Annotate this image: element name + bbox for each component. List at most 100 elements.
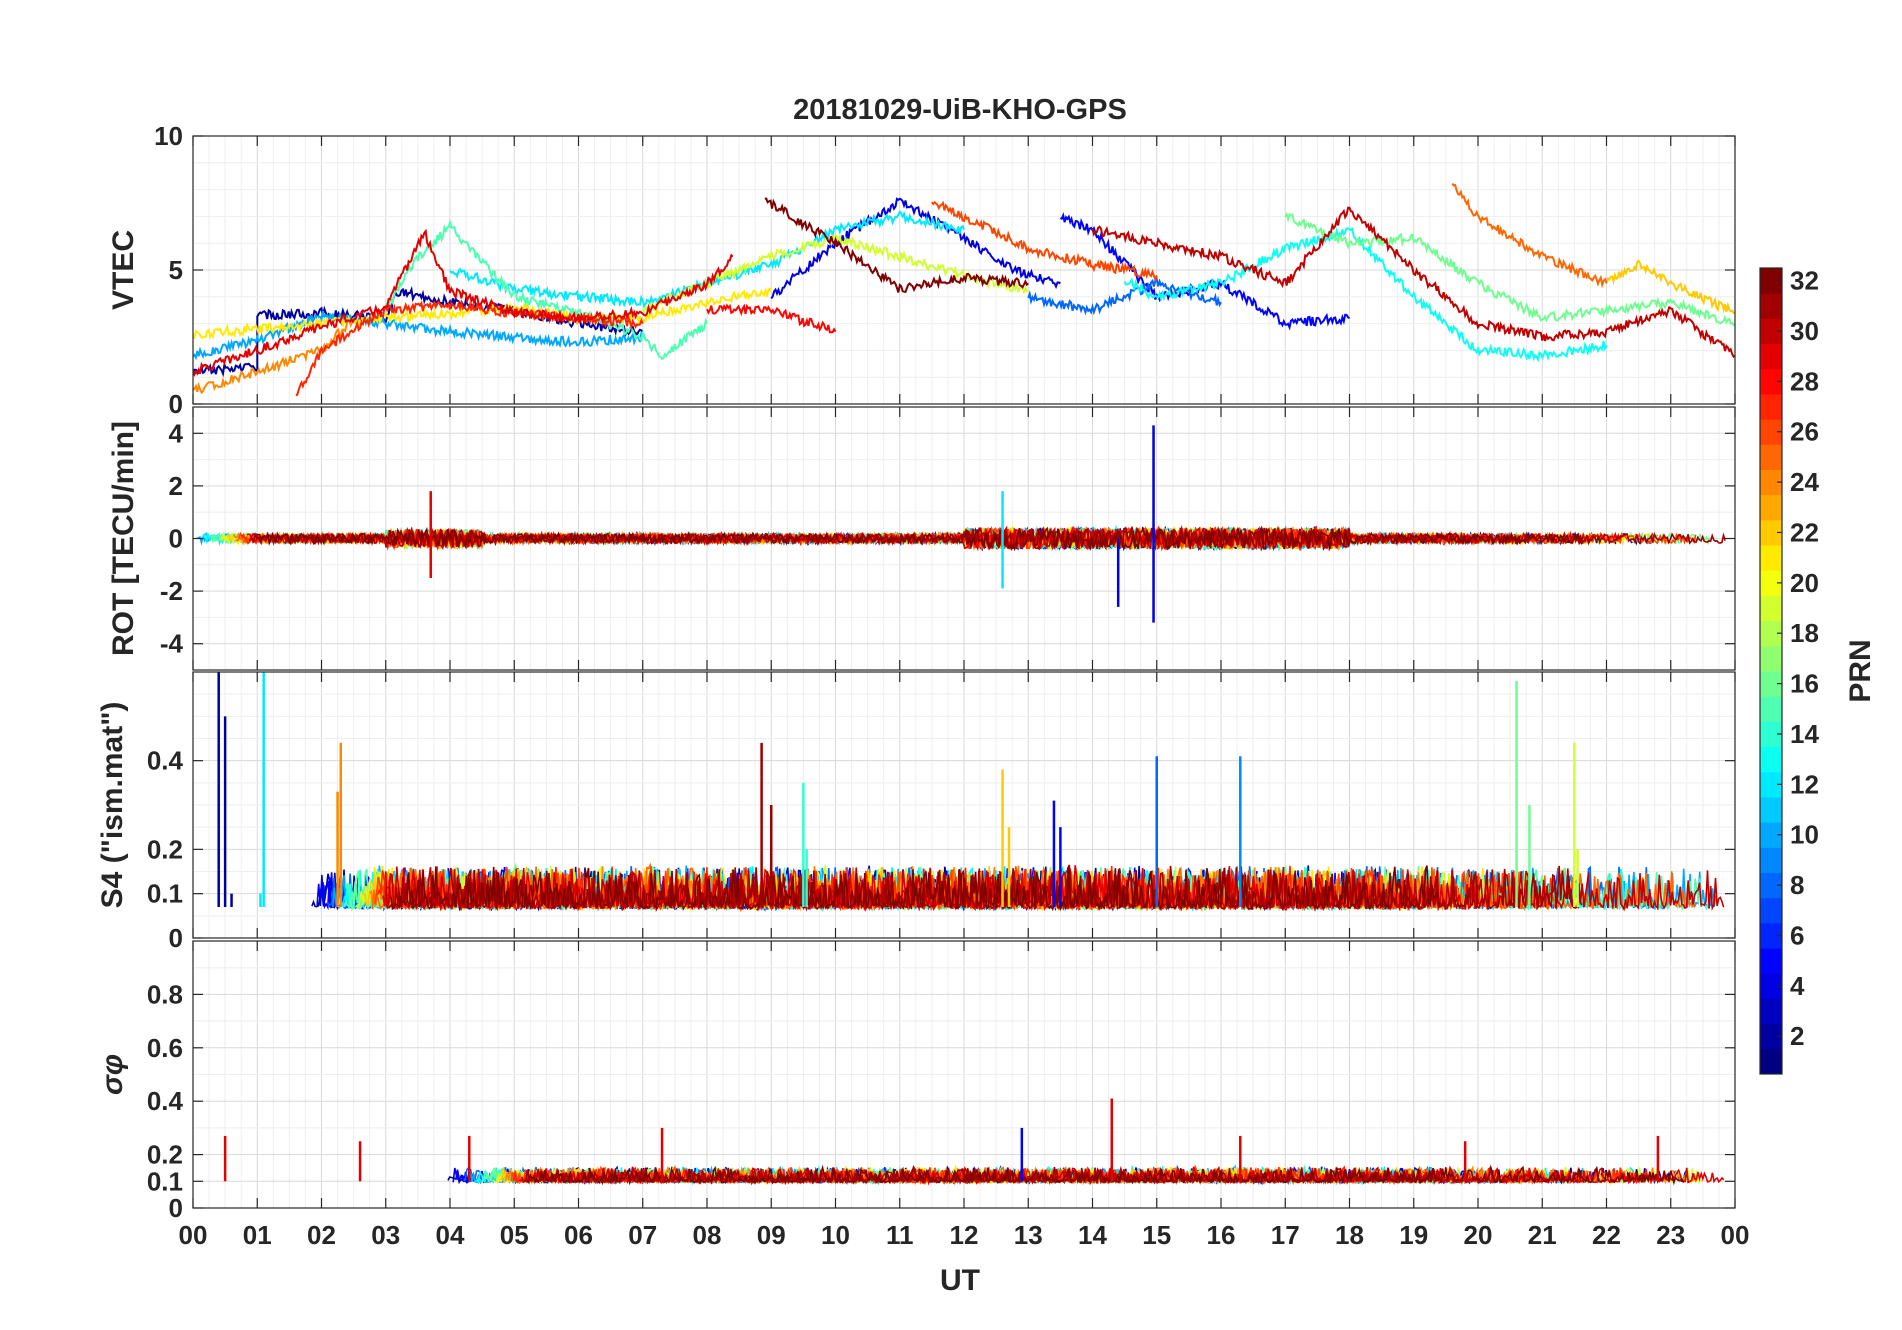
colorbar-tick-label: 22 — [1790, 517, 1819, 547]
panel-s4-series-group — [217, 672, 1725, 913]
vtec-line-prn-25 — [1451, 182, 1608, 289]
panel-sigma_phi-series-group — [223, 1098, 1725, 1186]
x-tick-label: 07 — [628, 1220, 657, 1250]
x-tick-label: 11 — [886, 1220, 914, 1250]
colorbar-swatch — [1760, 1023, 1782, 1050]
colorbar-swatch — [1760, 948, 1782, 974]
chart-title: 20181029-UiB-KHO-GPS — [793, 94, 1127, 126]
panel-sigma_phi-ytick-label: 0.2 — [147, 1140, 183, 1170]
vtec-line-prn-21 — [193, 286, 773, 340]
colorbar-tick-label: 4 — [1790, 971, 1805, 1001]
colorbar-tick-label: 8 — [1790, 870, 1804, 900]
panel-vtec-ylabel: VTEC — [107, 230, 140, 310]
colorbar-swatch — [1760, 469, 1782, 496]
colorbar-swatch — [1760, 645, 1782, 672]
panel-rot-trace-prn-31 — [251, 526, 1726, 552]
colorbar-tick-label: 20 — [1790, 568, 1819, 598]
colorbar-swatch — [1760, 519, 1782, 546]
colorbar-tick-label: 32 — [1790, 266, 1819, 296]
x-tick-label: 22 — [1592, 1220, 1621, 1250]
colorbar-tick-label: 10 — [1790, 820, 1819, 850]
panel-sigma_phi-trace-prn-32 — [526, 1164, 1685, 1186]
colorbar-tick-label: 18 — [1790, 618, 1819, 648]
panel-sigma_phi-ytick-label: 0.8 — [147, 979, 183, 1009]
vtec-line-prn-28 — [706, 303, 837, 334]
panel-rot-ytick-label: 0 — [169, 524, 183, 554]
vtec-line-prn-16 — [1284, 211, 1735, 327]
colorbar-swatch — [1760, 746, 1782, 773]
colorbar-swatch — [1760, 494, 1782, 521]
panel-rot-ytick-label: -4 — [160, 629, 184, 659]
colorbar-swatch — [1760, 318, 1782, 345]
colorbar-swatch — [1760, 444, 1782, 470]
colorbar-swatch — [1760, 545, 1782, 571]
panel-rot-ytick-label: -2 — [160, 576, 183, 606]
colorbar-swatch — [1760, 847, 1782, 873]
vtec-line-prn-15 — [384, 219, 708, 361]
x-axis-label: UT — [940, 1264, 980, 1297]
colorbar-tick-label: 2 — [1790, 1021, 1804, 1051]
colorbar-tick-label: 30 — [1790, 316, 1819, 346]
vtec-line-prn-8 — [1027, 277, 1222, 316]
panel-sigma_phi-ytick-label: 0.1 — [147, 1166, 183, 1196]
vtec-line-prn-30 — [1091, 206, 1735, 359]
panel-sigma_phi-ytick-label: 0 — [169, 1193, 183, 1223]
vtec-line-prn-29 — [193, 228, 734, 377]
x-tick-label: 13 — [1014, 1220, 1043, 1250]
vtec-line-prn-10 — [193, 310, 644, 361]
panel-vtec-series-group — [193, 182, 1735, 396]
colorbar-swatch — [1760, 1048, 1782, 1075]
colorbar-swatch — [1760, 696, 1782, 722]
vtec-line-prn-13 — [1123, 227, 1608, 363]
vtec-line-prn-26 — [931, 200, 1158, 283]
colorbar-tick-label: 16 — [1790, 669, 1819, 699]
x-tick-label: 06 — [564, 1220, 593, 1250]
colorbar-swatch — [1760, 293, 1782, 319]
colorbar-tick-label: 26 — [1790, 417, 1819, 447]
x-tick-label: 00 — [179, 1220, 208, 1250]
panel-rot-ytick-label: 4 — [169, 418, 184, 448]
colorbar-swatch — [1760, 922, 1782, 949]
x-tick-label: 04 — [436, 1220, 465, 1250]
x-tick-label: 01 — [243, 1220, 272, 1250]
vtec-line-prn-24 — [193, 317, 355, 395]
panel-s4-ytick-label: 0.4 — [147, 746, 184, 776]
colorbar-swatch — [1760, 897, 1782, 924]
colorbar-tick-label: 28 — [1790, 366, 1819, 396]
x-tick-label: 16 — [1207, 1220, 1236, 1250]
vtec-line-prn-32 — [764, 197, 1029, 294]
colorbar-tick-label: 14 — [1790, 719, 1819, 749]
colorbar-swatch — [1760, 368, 1782, 395]
x-tick-label: 19 — [1399, 1220, 1428, 1250]
panel-rot-trace-prn-32 — [254, 526, 1584, 552]
x-tick-label: 02 — [307, 1220, 336, 1250]
panel-sigma-phi-ylabel: σφ — [96, 1054, 129, 1095]
colorbar-tick-label: 24 — [1790, 467, 1819, 497]
x-tick-label: 12 — [950, 1220, 979, 1250]
colorbar-tick-label: 6 — [1790, 920, 1804, 950]
colorbar-swatch — [1760, 620, 1782, 647]
colorbar-swatch — [1760, 393, 1782, 420]
x-tick-label: 09 — [757, 1220, 786, 1250]
colorbar-swatch — [1760, 872, 1782, 899]
x-tick-label: 14 — [1078, 1220, 1107, 1250]
x-tick-label: 18 — [1335, 1220, 1364, 1250]
colorbar-tick-label: 12 — [1790, 769, 1819, 799]
colorbar-swatch — [1760, 771, 1782, 798]
panel-vtec-ytick-label: 0 — [169, 389, 183, 419]
x-tick-label: 15 — [1142, 1220, 1171, 1250]
panel-vtec-ytick-label: 10 — [154, 121, 183, 151]
x-tick-label: 00 — [1721, 1220, 1750, 1250]
x-tick-label: 03 — [371, 1220, 400, 1250]
x-tick-label: 05 — [500, 1220, 529, 1250]
panel-s4-trace-prn-32 — [390, 865, 1441, 912]
x-tick-label: 23 — [1656, 1220, 1685, 1250]
colorbar-swatch — [1760, 570, 1782, 596]
x-tick-label: 20 — [1464, 1220, 1493, 1250]
colorbar-swatch — [1760, 721, 1782, 748]
panel-vtec-ytick-label: 5 — [169, 255, 183, 285]
colorbar-swatch — [1760, 419, 1782, 445]
colorbar-swatch — [1760, 671, 1782, 697]
